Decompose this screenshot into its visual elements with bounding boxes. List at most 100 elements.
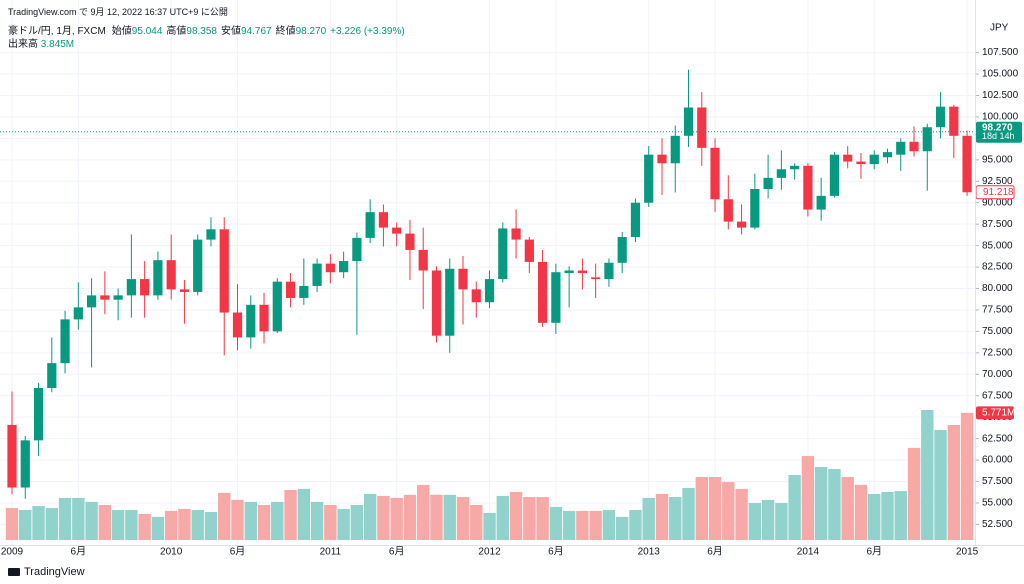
candle-body [829,154,840,196]
volume-bar [788,475,801,540]
y-tick-label: 82.500 [982,262,1013,273]
y-tick-label: 55.000 [982,498,1013,509]
ohlc-label: 終値 [275,26,296,37]
volume-bar [337,508,350,540]
current-price-box [976,121,1022,143]
last-close-label: 91.218 [983,187,1014,198]
candle-body [843,154,853,162]
volume-bar [549,506,563,540]
candle-body [551,272,561,323]
candle-body [60,319,70,364]
candle-body [882,152,893,158]
ohlc-value: 95.044 [131,26,163,37]
volume-bar [602,510,616,540]
candle-body [299,285,309,298]
y-tick-label: 95.000 [982,154,1013,165]
candle-body [206,229,216,240]
volume-bar [934,430,947,540]
x-tick-label: 6月 [230,546,246,558]
candle-body [378,212,389,228]
x-tick-label: 6月 [548,546,564,558]
volume-bar [748,502,762,540]
volume-bar [231,499,244,540]
volume-bar [921,410,934,540]
volume-bar [470,504,483,540]
y-tick-label: 70.000 [982,369,1013,380]
candle-body [591,277,601,280]
volume-bar [801,456,815,540]
candle-body [896,141,906,155]
volume-bar [907,447,921,540]
x-tick-label: 2011 [320,547,342,558]
volume-last-label: 5.771M [982,407,1015,418]
candle-body [259,304,269,332]
candle-body [471,289,481,303]
candle-body [604,262,614,280]
volume-bar [58,497,72,540]
candle-body [33,388,44,441]
volume-bar [363,493,377,540]
y-tick-label: 100.000 [982,112,1019,123]
volume-bar [576,510,589,540]
volume-bar [695,476,708,540]
y-tick-label: 57.500 [982,476,1013,487]
volume-bar [377,495,390,540]
volume-bar [841,476,854,540]
candle-body [20,440,30,488]
volume-bar [854,484,868,540]
ohlc-label: 高値 [166,26,187,37]
y-tick-label: 92.500 [982,176,1013,187]
volume-bar [536,497,549,540]
x-tick-label: 6月 [71,546,87,558]
volume-bar [191,510,204,540]
ohlc-value: 98.270 [295,26,327,37]
candle-body [736,221,747,228]
candle-body [484,279,495,303]
volume-bar [85,501,98,540]
volume-bar [960,412,974,540]
candle-body [418,249,428,271]
y-tick-label: 102.500 [982,90,1019,101]
volume-bar [271,501,284,540]
volume-bar [828,469,841,540]
candle-body [352,237,362,262]
candle-body [949,106,959,136]
volume-bar [72,497,85,540]
y-tick-label: 62.500 [982,433,1013,444]
candle-body [272,281,282,332]
published-note: TradingView.com で 9月 12, 2022 16:37 UTC+… [8,7,228,17]
volume-legend-label: 出来高 [8,39,38,50]
candle-body [803,165,813,210]
candle-body [179,289,190,292]
volume-bar [430,494,443,540]
candle-body [498,228,508,280]
volume-bar [509,491,523,540]
candle-body [339,261,349,273]
candle-body [763,177,773,189]
candle-body [431,270,442,336]
candle-body [285,281,296,298]
ohlc-label: 安値 [220,26,241,37]
volume-bar [868,493,881,540]
candle-body [365,212,375,238]
volume-bar [562,510,576,540]
candle-body [776,169,786,178]
candle-body [126,279,136,296]
x-tick-label: 2012 [478,547,501,558]
volume-bar [310,501,324,540]
candle-body [644,154,654,203]
candle-body [405,233,415,250]
volume-bar [496,495,510,540]
volume-bar [257,504,271,540]
volume-bar [178,508,191,540]
volume-bar [615,516,629,540]
volume-bar [111,510,125,540]
candle-body [246,304,256,338]
volume-bar [669,497,682,540]
x-tick-label: 2014 [797,547,820,558]
y-tick-label: 87.500 [982,219,1013,230]
symbol-legend: 豪ドル/円, 1月, FXCM 始値95.044 高値98.358 安値94.767 終… [8,22,405,37]
candle-body [909,141,919,152]
y-tick-label: 67.500 [982,390,1013,401]
volume-bar [708,476,722,540]
